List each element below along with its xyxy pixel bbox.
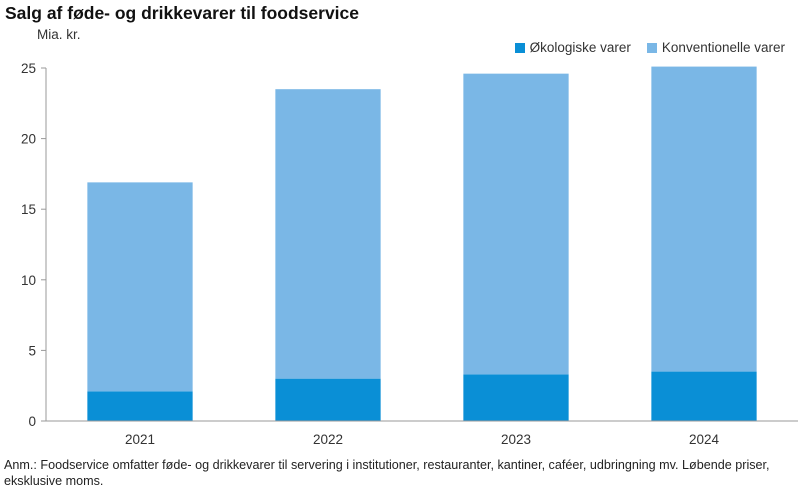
bar-conventional-2021 <box>87 182 193 392</box>
legend-item-organic: Økologiske varer <box>514 40 631 55</box>
legend-item-conventional: Konventionelle varer <box>646 40 785 55</box>
y-tick-label: 10 <box>21 273 36 288</box>
y-axis-unit-label: Mia. kr. <box>37 27 81 42</box>
bar-organic-2021 <box>87 391 193 421</box>
bar-conventional-2024 <box>651 66 757 372</box>
y-tick-label: 15 <box>21 202 36 217</box>
x-tick-label: 2021 <box>125 432 155 447</box>
bar-organic-2022 <box>275 378 381 421</box>
y-tick-label: 0 <box>28 414 36 429</box>
y-tick-label: 25 <box>21 61 36 76</box>
y-tick-label: 5 <box>28 343 36 358</box>
stacked-bar-chart: 0 5 10 15 20 25 2021 2022 2023 2024 <box>21 61 798 447</box>
bar-conventional-2022 <box>275 89 381 379</box>
x-tick-label: 2022 <box>313 432 343 447</box>
legend-swatch-conventional <box>646 42 657 53</box>
legend-label-organic: Økologiske varer <box>529 40 631 55</box>
bar-organic-2024 <box>651 371 757 421</box>
bar-conventional-2023 <box>463 73 569 375</box>
bar-organic-2023 <box>463 374 569 421</box>
x-tick-label: 2023 <box>501 432 531 447</box>
y-tick-label: 20 <box>21 132 36 147</box>
chart-legend: Økologiske varer Konventionelle varer <box>499 40 785 55</box>
chart-title: Salg af føde- og drikkevarer til foodser… <box>5 3 359 23</box>
x-tick-label: 2024 <box>689 432 720 447</box>
legend-label-conventional: Konventionelle varer <box>661 40 785 55</box>
footnote: Anm.: Foodservice omfatter føde- og drik… <box>4 458 770 488</box>
legend-swatch-organic <box>514 42 525 53</box>
